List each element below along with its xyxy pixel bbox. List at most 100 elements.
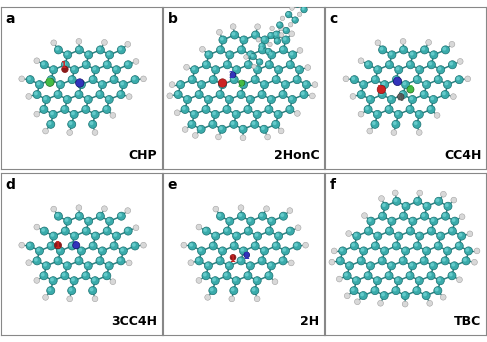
Circle shape: [289, 31, 295, 37]
Circle shape: [114, 67, 117, 70]
Circle shape: [374, 232, 382, 240]
Circle shape: [227, 263, 229, 266]
Circle shape: [255, 234, 258, 236]
Circle shape: [296, 2, 298, 4]
Circle shape: [141, 242, 147, 248]
Circle shape: [71, 66, 78, 74]
Circle shape: [202, 272, 210, 280]
Circle shape: [91, 110, 99, 118]
Circle shape: [259, 46, 266, 54]
Circle shape: [219, 81, 226, 89]
Circle shape: [212, 232, 220, 240]
Circle shape: [106, 51, 113, 59]
Circle shape: [26, 260, 32, 266]
Circle shape: [56, 259, 58, 261]
Circle shape: [105, 229, 107, 231]
Circle shape: [274, 38, 281, 44]
Circle shape: [343, 76, 349, 82]
Circle shape: [56, 214, 58, 216]
Circle shape: [267, 62, 269, 65]
Circle shape: [240, 81, 247, 89]
Circle shape: [218, 214, 221, 216]
Circle shape: [440, 191, 446, 197]
Circle shape: [465, 76, 470, 82]
Circle shape: [41, 107, 44, 109]
Circle shape: [429, 107, 431, 109]
Text: 3: 3: [407, 85, 413, 94]
Circle shape: [302, 81, 310, 89]
Circle shape: [76, 205, 82, 211]
Circle shape: [48, 122, 51, 124]
Text: a: a: [5, 12, 15, 26]
Circle shape: [388, 51, 396, 59]
Circle shape: [369, 219, 371, 221]
Circle shape: [190, 110, 198, 118]
Circle shape: [230, 24, 236, 29]
Circle shape: [71, 232, 78, 240]
Circle shape: [390, 219, 392, 221]
Circle shape: [43, 128, 49, 134]
Circle shape: [246, 62, 248, 65]
Circle shape: [273, 122, 276, 124]
Circle shape: [402, 81, 410, 89]
Circle shape: [70, 277, 78, 285]
Circle shape: [343, 272, 351, 280]
Circle shape: [189, 122, 192, 124]
Circle shape: [414, 288, 417, 291]
Circle shape: [224, 227, 231, 235]
Circle shape: [103, 61, 111, 69]
Circle shape: [399, 46, 408, 54]
Circle shape: [82, 105, 90, 114]
Circle shape: [83, 107, 86, 109]
Circle shape: [251, 55, 253, 56]
Circle shape: [67, 296, 73, 302]
Circle shape: [205, 95, 212, 104]
Circle shape: [104, 273, 107, 276]
Circle shape: [230, 120, 238, 128]
Circle shape: [19, 76, 25, 82]
Circle shape: [434, 242, 442, 250]
Circle shape: [216, 91, 224, 98]
Circle shape: [408, 62, 411, 65]
Circle shape: [438, 67, 441, 70]
Circle shape: [281, 48, 283, 50]
Circle shape: [399, 212, 408, 220]
Circle shape: [424, 82, 427, 85]
Circle shape: [225, 107, 227, 109]
Circle shape: [121, 249, 124, 251]
Circle shape: [255, 67, 258, 70]
Circle shape: [355, 299, 360, 305]
Circle shape: [443, 92, 445, 95]
Circle shape: [394, 277, 402, 285]
Circle shape: [295, 110, 300, 116]
Circle shape: [110, 76, 118, 84]
Circle shape: [35, 259, 37, 261]
Circle shape: [47, 120, 55, 128]
Circle shape: [415, 199, 418, 201]
Circle shape: [268, 42, 272, 47]
Circle shape: [279, 257, 287, 265]
Circle shape: [425, 204, 427, 207]
Circle shape: [34, 58, 40, 64]
Circle shape: [213, 278, 215, 281]
Circle shape: [118, 92, 121, 95]
Circle shape: [239, 80, 245, 86]
Circle shape: [396, 278, 398, 281]
Text: 2: 2: [75, 79, 81, 88]
Circle shape: [361, 213, 367, 219]
Circle shape: [449, 227, 456, 235]
Circle shape: [260, 259, 262, 261]
Circle shape: [86, 219, 89, 221]
Circle shape: [393, 242, 400, 250]
Circle shape: [239, 48, 242, 50]
Circle shape: [255, 278, 257, 281]
Circle shape: [424, 293, 426, 296]
Circle shape: [294, 1, 301, 7]
Circle shape: [62, 107, 65, 109]
Circle shape: [247, 217, 255, 225]
Circle shape: [267, 229, 269, 231]
Circle shape: [232, 32, 235, 35]
Circle shape: [353, 232, 361, 240]
Circle shape: [126, 260, 132, 266]
Circle shape: [117, 46, 125, 54]
